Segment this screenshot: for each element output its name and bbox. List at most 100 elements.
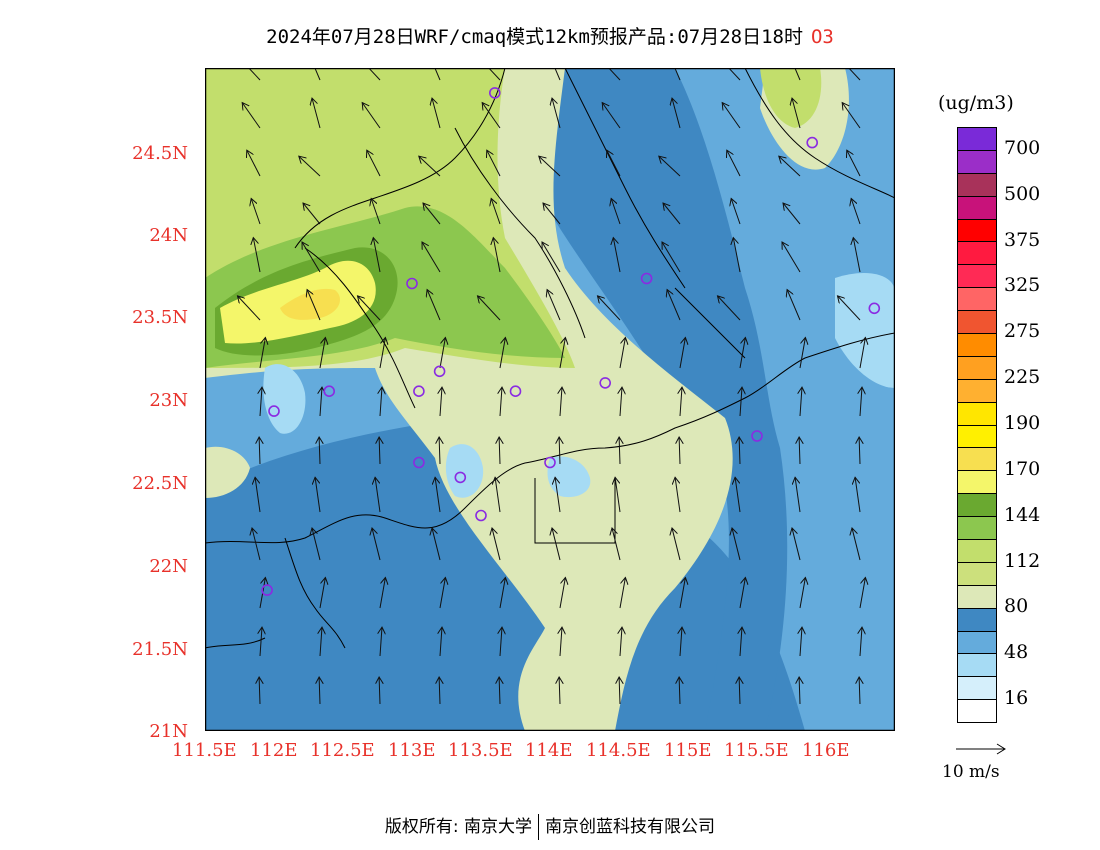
colorbar-swatch xyxy=(958,471,996,495)
colorbar-swatch xyxy=(958,356,996,380)
wind-arrow xyxy=(319,578,325,609)
lat-label: 24N xyxy=(149,225,188,246)
colorbar-swatch xyxy=(958,631,996,655)
wind-arrow xyxy=(559,578,565,609)
wind-arrow xyxy=(542,242,561,273)
wind-arrow xyxy=(314,68,321,81)
wind-arrow xyxy=(735,477,741,513)
wind-arrow xyxy=(499,437,500,465)
field-band-80 xyxy=(205,417,805,731)
wind-arrow xyxy=(728,68,741,81)
wind-arrow xyxy=(303,203,321,225)
wind-arrow xyxy=(619,677,620,705)
wind-arrow xyxy=(722,103,741,129)
wind-arrow xyxy=(782,242,801,273)
wind-arrow xyxy=(380,387,382,417)
station-marker xyxy=(544,456,556,469)
wind-arrow xyxy=(859,578,865,609)
wind-arrow xyxy=(260,387,262,417)
wind-arrow xyxy=(667,290,681,321)
colorbar-swatch xyxy=(958,654,996,678)
wind-arrow xyxy=(613,238,621,273)
wind-arrow xyxy=(739,437,740,465)
field-patch-pale2 xyxy=(205,446,250,498)
colorbar-label: 170 xyxy=(1004,457,1041,480)
lat-label: 22.5N xyxy=(132,473,188,494)
station-marker xyxy=(806,136,819,149)
wind-arrow xyxy=(799,677,800,705)
wind-arrow xyxy=(543,203,561,225)
wind-arrow xyxy=(547,290,561,321)
wind-arrow xyxy=(848,68,861,81)
wind-arrow xyxy=(739,578,745,609)
wind-arrow xyxy=(500,387,502,417)
wind-arrow xyxy=(299,156,321,177)
wind-arrow xyxy=(608,68,621,81)
wind-arrow xyxy=(238,296,261,321)
wind-arrow xyxy=(619,437,620,465)
wind-arrow xyxy=(320,387,322,417)
station-marker xyxy=(868,302,881,315)
wind-arrow xyxy=(859,338,865,369)
station-marker xyxy=(413,456,425,469)
colorbar-label: 375 xyxy=(1004,228,1041,251)
wind-arrow xyxy=(251,199,261,225)
colorbar-swatch xyxy=(958,311,996,335)
field-patch-lb3 xyxy=(547,456,591,498)
wind-arrow xyxy=(259,677,260,705)
wind-arrow xyxy=(559,677,560,705)
wind-arrow xyxy=(379,677,380,705)
colorbar-swatch xyxy=(958,402,996,426)
station-marker xyxy=(475,509,487,522)
wind-arrow xyxy=(478,296,501,321)
wind-arrow xyxy=(792,528,801,561)
colorbar-swatch xyxy=(958,242,996,266)
wind-arrow xyxy=(260,627,262,657)
lon-label: 113.5E xyxy=(448,740,513,761)
wind-arrow xyxy=(559,437,560,465)
colorbar-label: 275 xyxy=(1004,320,1041,343)
station-marker xyxy=(323,385,335,398)
wind-arrow xyxy=(552,528,561,561)
wind-arrow xyxy=(375,477,381,513)
lon-label: 113E xyxy=(388,740,436,761)
lon-label: 112E xyxy=(250,740,298,761)
wind-arrow xyxy=(422,242,441,273)
lon-label: 114.5E xyxy=(586,740,651,761)
wind-arrow xyxy=(787,290,801,321)
wind-arrow xyxy=(740,387,742,417)
lat-label: 23.5N xyxy=(132,307,188,328)
colorbar-swatch xyxy=(958,334,996,357)
wind-arrow xyxy=(373,238,381,273)
wind-arrow xyxy=(423,203,441,225)
wind-arrow xyxy=(312,98,321,129)
wind-arrow xyxy=(675,477,681,513)
wind-arrow xyxy=(487,150,501,177)
colorbar-swatch xyxy=(958,128,996,151)
wind-arrow xyxy=(380,627,382,657)
wind-arrow xyxy=(372,528,381,561)
wind-arrow xyxy=(358,296,381,321)
colorbar-swatch xyxy=(958,448,996,472)
wind-arrow xyxy=(727,150,741,177)
wind-arrow xyxy=(560,387,562,417)
wind-arrow xyxy=(259,338,265,369)
wind-arrow xyxy=(248,68,261,81)
wind-arrow xyxy=(799,437,800,465)
wind-arrow xyxy=(740,627,742,657)
wind-arrow xyxy=(847,150,861,177)
wind-arrow xyxy=(739,338,745,369)
wind-arrow xyxy=(307,290,321,321)
plot-frame xyxy=(205,68,895,731)
wind-arrow xyxy=(662,242,681,273)
station-marker xyxy=(599,377,612,389)
lon-label: 114E xyxy=(525,740,573,761)
wind-arrow xyxy=(859,437,860,465)
colorbar-label: 190 xyxy=(1004,412,1041,434)
wind-vectors xyxy=(238,68,866,705)
wind-arrow xyxy=(680,627,682,657)
wind-arrow xyxy=(838,296,861,321)
field-patch-lb4 xyxy=(835,273,895,388)
wind-arrow xyxy=(795,477,801,513)
colorbar-swatch xyxy=(958,677,996,701)
